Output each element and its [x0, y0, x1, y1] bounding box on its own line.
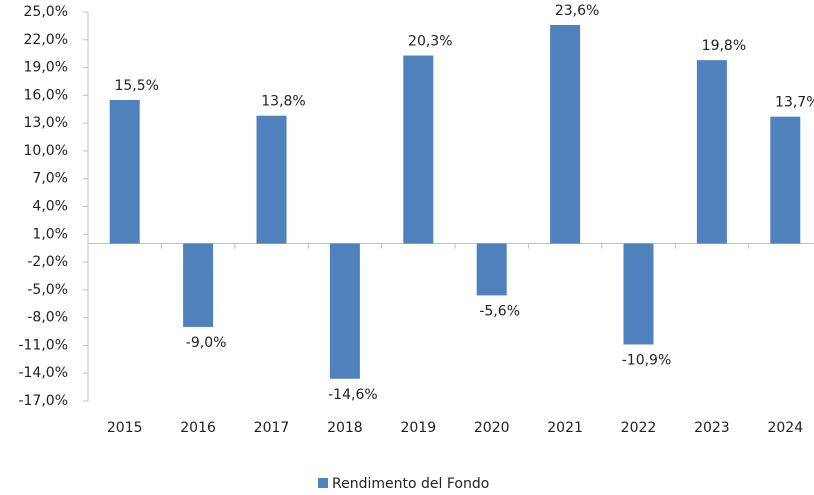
- data-label: 19,8%: [702, 38, 746, 54]
- data-label: 13,8%: [261, 94, 305, 110]
- y-tick-label: 25,0%: [24, 4, 68, 20]
- x-tick-label: 2015: [107, 420, 143, 436]
- data-label: 13,7%: [775, 95, 814, 111]
- bar: [476, 243, 507, 296]
- y-tick-label: -17,0%: [18, 393, 68, 409]
- legend-swatch: [318, 478, 328, 488]
- bar: [770, 116, 801, 244]
- y-tick-label: 19,0%: [24, 60, 68, 76]
- y-tick-label: -5,0%: [27, 282, 68, 298]
- data-label: 15,5%: [114, 78, 158, 94]
- y-tick-label: 16,0%: [24, 87, 68, 103]
- y-tick-label: 10,0%: [24, 143, 68, 159]
- y-tick-label: 4,0%: [32, 199, 68, 215]
- legend-label: Rendimento del Fondo: [332, 476, 489, 492]
- bar: [256, 115, 287, 244]
- x-tick-label: 2024: [767, 420, 803, 436]
- y-tick-label: 1,0%: [32, 226, 68, 242]
- data-label: -9,0%: [186, 335, 227, 351]
- y-tick-label: -14,0%: [18, 365, 68, 381]
- bar: [109, 99, 140, 244]
- y-tick-label: -2,0%: [27, 254, 68, 270]
- bar: [623, 243, 654, 345]
- data-label: -5,6%: [479, 303, 520, 319]
- data-label: -10,9%: [622, 353, 672, 369]
- x-tick-label: 2017: [254, 420, 290, 436]
- y-tick-label: -11,0%: [18, 337, 68, 353]
- bar: [550, 24, 581, 244]
- x-tick-label: 2023: [694, 420, 730, 436]
- x-tick-label: 2020: [474, 420, 510, 436]
- x-tick-label: 2022: [621, 420, 657, 436]
- bar: [403, 55, 434, 244]
- y-tick-label: 13,0%: [24, 115, 68, 131]
- bar: [183, 243, 214, 327]
- x-tick-label: 2019: [400, 420, 436, 436]
- y-tick-label: -8,0%: [27, 310, 68, 326]
- x-tick-label: 2016: [180, 420, 216, 436]
- bar: [329, 243, 360, 379]
- x-tick-label: 2018: [327, 420, 363, 436]
- data-label: -14,6%: [328, 387, 378, 403]
- data-label: 20,3%: [408, 34, 452, 50]
- data-label: 23,6%: [555, 3, 599, 19]
- x-tick-label: 2021: [547, 420, 583, 436]
- y-tick-label: 7,0%: [32, 171, 68, 187]
- bar: [696, 60, 727, 244]
- y-tick-label: 22,0%: [24, 32, 68, 48]
